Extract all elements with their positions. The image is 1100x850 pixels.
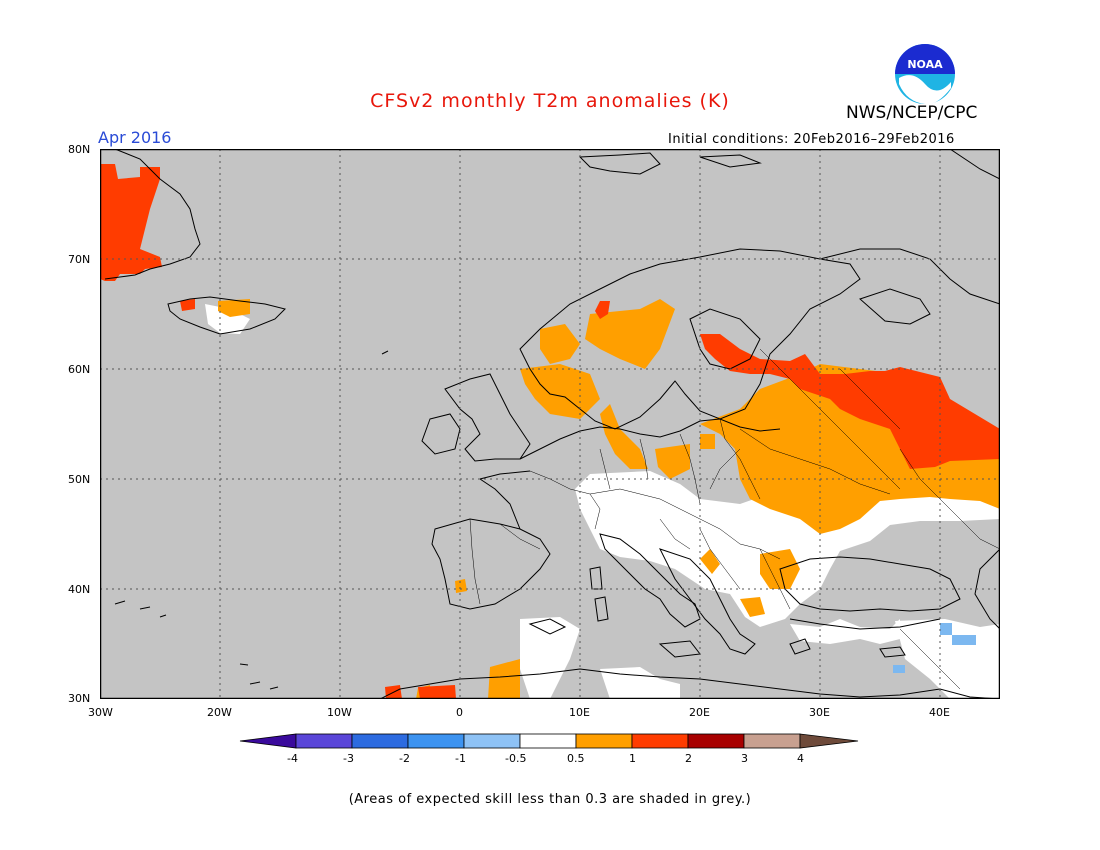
colorbar-label: -2 bbox=[399, 752, 410, 765]
lon-label: 10E bbox=[569, 706, 590, 719]
noaa-logo: NOAA bbox=[893, 42, 957, 106]
colorbar-label: -0.5 bbox=[505, 752, 527, 765]
lon-label: 20W bbox=[207, 706, 232, 719]
colorbar-label: 1 bbox=[629, 752, 636, 765]
lat-label: 40N bbox=[68, 583, 91, 596]
colorbar-label: -4 bbox=[287, 752, 298, 765]
colorbar-left-arrow bbox=[239, 733, 297, 749]
forecast-month: Apr 2016 bbox=[98, 128, 172, 147]
colorbar bbox=[238, 732, 862, 752]
strong-warm-anomaly-regions bbox=[100, 164, 1000, 699]
country-borders bbox=[469, 348, 1001, 690]
organization-label: NWS/NCEP/CPC bbox=[846, 103, 978, 123]
colorbar-label: 2 bbox=[685, 752, 692, 765]
lon-label: 30E bbox=[809, 706, 830, 719]
lon-label: 0 bbox=[456, 706, 463, 719]
lat-label: 30N bbox=[68, 692, 91, 705]
colorbar-label: 0.5 bbox=[567, 752, 585, 765]
lat-label: 60N bbox=[68, 363, 91, 376]
skill-footnote: (Areas of expected skill less than 0.3 a… bbox=[348, 792, 752, 807]
lon-label: 20E bbox=[689, 706, 710, 719]
coastlines bbox=[104, 148, 1001, 700]
map-panel bbox=[99, 148, 1001, 700]
graticule bbox=[100, 149, 1000, 699]
colorbar-label: 4 bbox=[797, 752, 804, 765]
colorbar-right-arrow bbox=[799, 733, 859, 749]
colorbar-label: -3 bbox=[343, 752, 354, 765]
lon-label: 30W bbox=[88, 706, 113, 719]
map-title: CFSv2 monthly T2m anomalies (K) bbox=[370, 90, 730, 112]
colorbar-label: -1 bbox=[455, 752, 466, 765]
cool-anomaly-regions bbox=[893, 623, 976, 673]
lon-label: 10W bbox=[327, 706, 352, 719]
colorbar-label: 3 bbox=[741, 752, 748, 765]
lat-label: 50N bbox=[68, 473, 91, 486]
logo-text: NOAA bbox=[907, 58, 943, 71]
map-frame bbox=[99, 148, 1001, 700]
lat-label: 80N bbox=[68, 143, 91, 156]
lat-label: 70N bbox=[68, 253, 91, 266]
initial-conditions: Initial conditions: 20Feb2016–29Feb2016 bbox=[668, 132, 955, 147]
map-svg bbox=[99, 148, 1001, 700]
lon-label: 40E bbox=[929, 706, 950, 719]
